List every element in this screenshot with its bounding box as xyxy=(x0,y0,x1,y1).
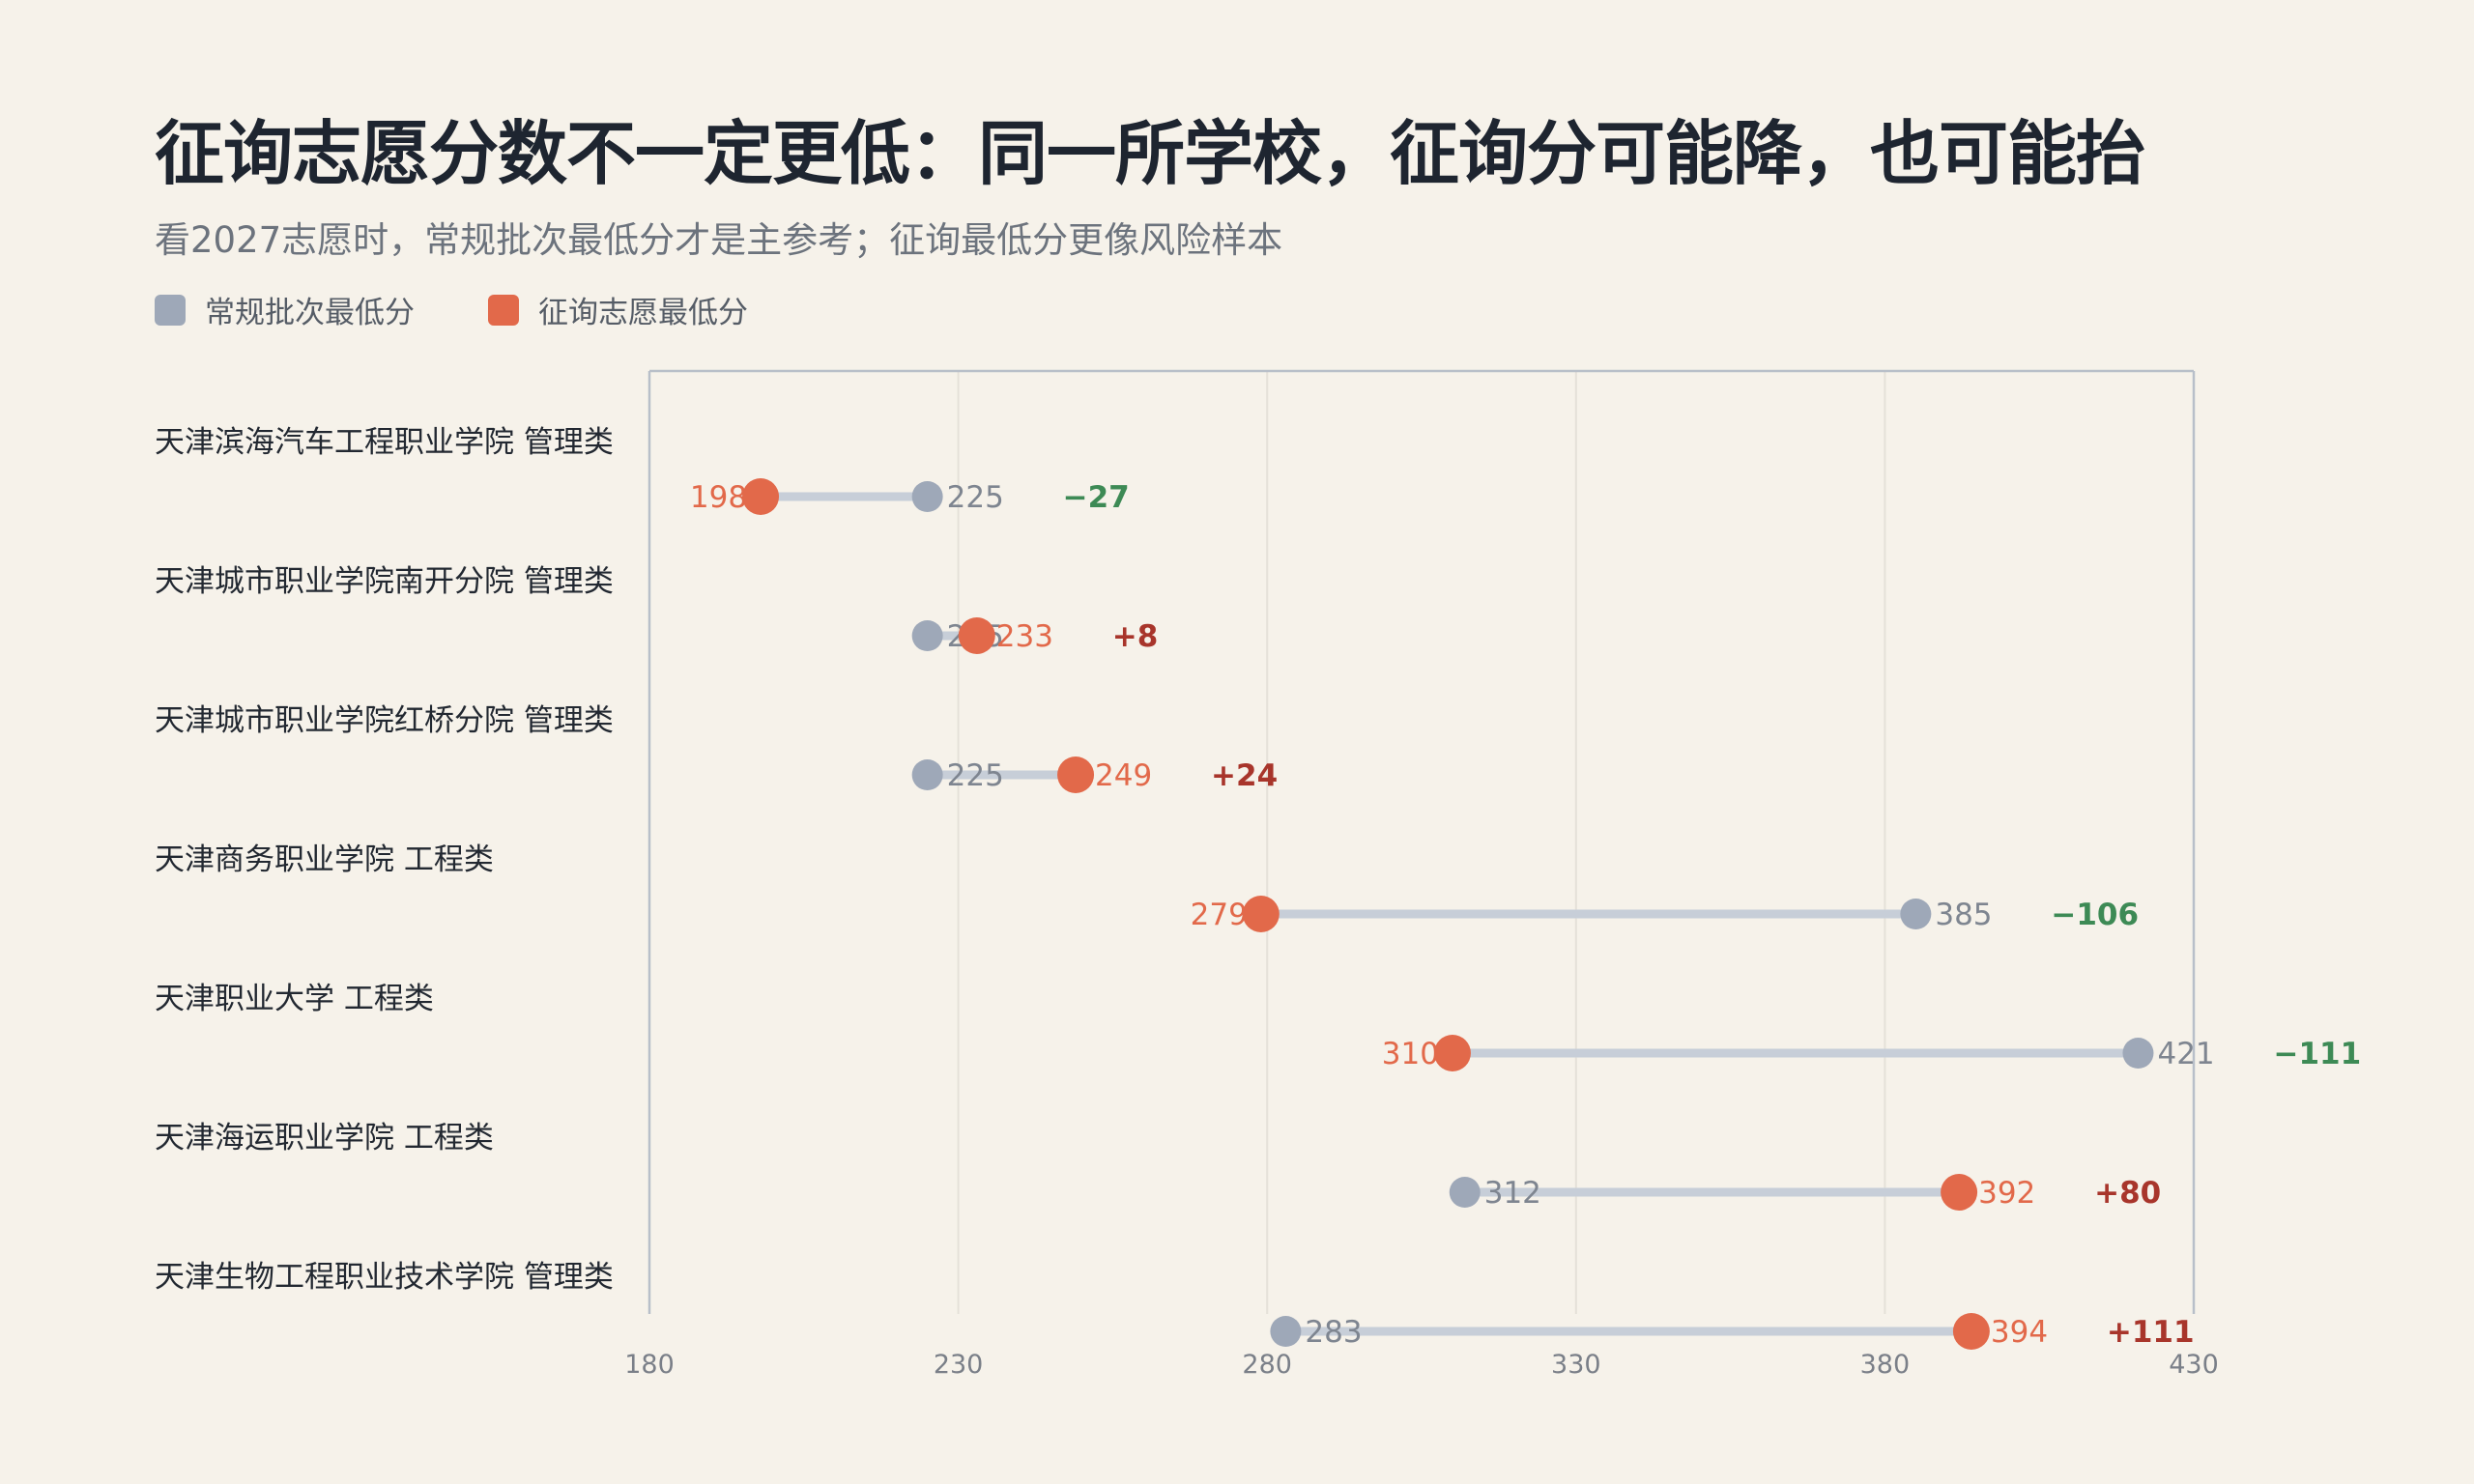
difference-label: +111 xyxy=(2107,1315,2195,1350)
difference-label: −111 xyxy=(2273,1037,2361,1071)
regular-point xyxy=(911,481,943,512)
x-tick-label: 430 xyxy=(2169,1350,2219,1380)
regular-value-label: 225 xyxy=(947,758,1004,793)
legend-item-solicit: 征询志愿最低分 xyxy=(488,288,748,331)
solicit-value-label: 394 xyxy=(1991,1315,2048,1350)
solicit-value-label: 279 xyxy=(1191,898,1248,932)
solicit-point xyxy=(742,478,780,515)
solicit-point xyxy=(958,617,995,654)
solicit-value-label: 392 xyxy=(1978,1176,2035,1211)
regular-value-label: 421 xyxy=(2157,1037,2214,1071)
solicit-point xyxy=(1433,1035,1471,1071)
solicit-value-label: 233 xyxy=(996,619,1053,654)
chart-title: 征询志愿分数不一定更低：同一所学校，征询分可能降，也可能抬 xyxy=(155,113,2145,194)
solicit-point xyxy=(1057,756,1095,793)
regular-value-label: 283 xyxy=(1305,1315,1362,1350)
x-tick-label: 330 xyxy=(1551,1350,1601,1380)
chart-subtitle: 看2027志愿时，常规批次最低分才是主参考；征询最低分更像风险样本 xyxy=(155,219,1283,261)
regular-point xyxy=(1270,1316,1302,1347)
legend-item-regular: 常规批次最低分 xyxy=(155,288,415,331)
regular-point xyxy=(911,620,943,651)
category-label: 天津城市职业学院南开分院 管理类 xyxy=(155,564,614,599)
regular-value-label: 312 xyxy=(1484,1176,1541,1211)
legend-label-regular: 常规批次最低分 xyxy=(205,296,415,330)
difference-label: −27 xyxy=(1063,480,1130,515)
difference-label: +8 xyxy=(1112,619,1159,654)
category-label: 天津城市职业学院红桥分院 管理类 xyxy=(155,703,614,738)
x-tick-label: 180 xyxy=(624,1350,675,1380)
legend-label-solicit: 征询志愿最低分 xyxy=(538,296,748,330)
solicit-point xyxy=(1242,896,1280,932)
x-tick-label: 280 xyxy=(1242,1350,1292,1380)
regular-point xyxy=(2122,1038,2154,1069)
solicit-value-label: 249 xyxy=(1095,758,1152,793)
regular-value-label: 385 xyxy=(1935,898,1992,932)
legend-swatch-regular xyxy=(155,294,186,326)
difference-label: +24 xyxy=(1211,758,1278,793)
regular-value-label: 225 xyxy=(947,480,1004,515)
solicit-value-label: 198 xyxy=(690,480,747,515)
difference-label: −106 xyxy=(2051,898,2139,932)
difference-label: +80 xyxy=(2094,1176,2161,1211)
solicit-value-label: 310 xyxy=(1382,1037,1439,1071)
category-label: 天津海运职业学院 工程类 xyxy=(155,1121,494,1156)
regular-point xyxy=(1449,1177,1481,1208)
category-label: 天津职业大学 工程类 xyxy=(155,982,434,1016)
category-label: 天津生物工程职业技术学院 管理类 xyxy=(155,1260,614,1295)
solicit-point xyxy=(1941,1174,1978,1211)
regular-point xyxy=(911,759,943,790)
legend-swatch-solicit xyxy=(488,294,519,326)
x-tick-label: 230 xyxy=(934,1350,984,1380)
x-tick-label: 380 xyxy=(1860,1350,1911,1380)
regular-point xyxy=(1900,899,1932,929)
category-label: 天津滨海汽车工程职业学院 管理类 xyxy=(155,425,614,460)
category-label: 天津商务职业学院 工程类 xyxy=(155,842,494,877)
legend: 常规批次最低分 征询志愿最低分 xyxy=(155,288,821,331)
solicit-point xyxy=(1952,1313,1990,1350)
